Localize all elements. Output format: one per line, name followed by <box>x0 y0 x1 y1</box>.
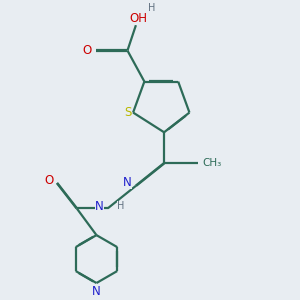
Text: O: O <box>44 174 53 187</box>
Text: N: N <box>92 285 101 298</box>
Text: S: S <box>124 106 131 119</box>
Text: N: N <box>95 200 104 213</box>
Text: N: N <box>123 176 132 190</box>
Text: O: O <box>82 44 91 57</box>
Text: H: H <box>117 200 124 211</box>
Text: CH₃: CH₃ <box>202 158 222 168</box>
Text: OH: OH <box>130 12 148 25</box>
Text: H: H <box>148 3 155 13</box>
